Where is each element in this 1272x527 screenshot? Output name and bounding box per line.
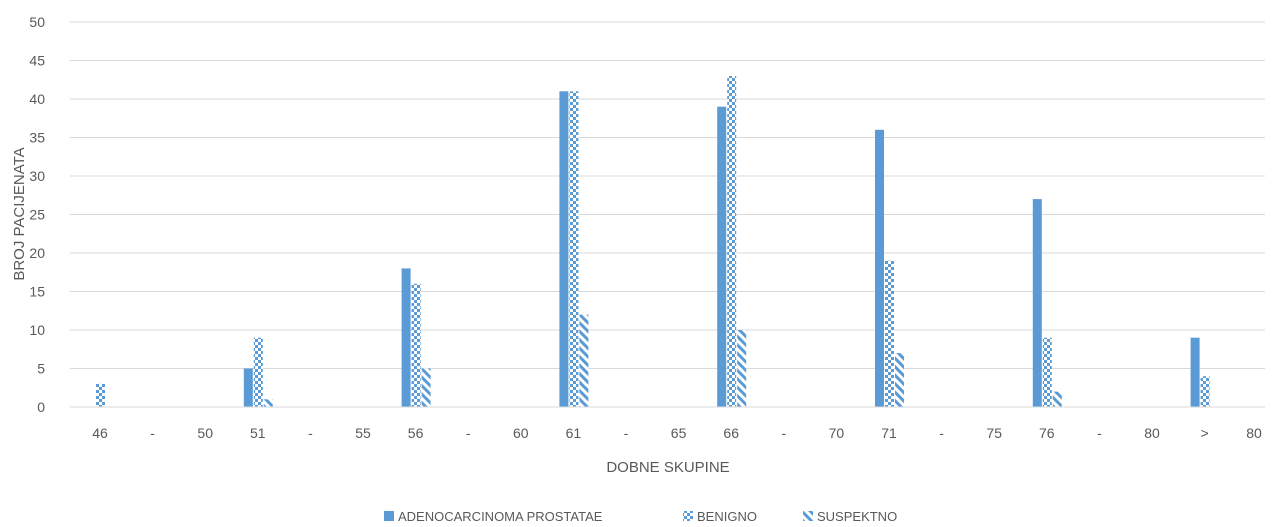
y-tick-label: 0 <box>37 399 45 415</box>
y-tick-label: 35 <box>29 130 45 146</box>
x-tick-label: - <box>308 425 313 441</box>
bar <box>96 383 105 407</box>
bar-group <box>717 75 747 408</box>
bar <box>243 368 253 407</box>
bar <box>727 75 737 408</box>
y-tick-label: 40 <box>29 91 45 107</box>
y-tick-label: 45 <box>29 53 45 69</box>
y-tick-label: 25 <box>29 207 45 223</box>
x-tick-label: 80 <box>1246 425 1262 441</box>
legend-label: BENIGNO <box>697 509 757 524</box>
x-tick-label: 46 <box>92 425 108 441</box>
bar <box>885 260 894 407</box>
legend-label: ADENOCARCINOMA PROSTATAE <box>398 509 603 524</box>
bar-group <box>559 91 589 408</box>
bar <box>421 368 431 407</box>
bar <box>737 330 747 407</box>
legend: ADENOCARCINOMA PROSTATAE BENIGNO SUSPEKTNO <box>384 509 897 524</box>
x-tick-label: - <box>1097 425 1102 441</box>
x-tick-label: 60 <box>513 425 529 441</box>
bar-group <box>243 337 273 407</box>
bar <box>1042 337 1052 407</box>
bar <box>875 129 884 408</box>
bar <box>559 91 569 408</box>
x-tick-label: 55 <box>355 425 371 441</box>
bar-group <box>96 383 105 407</box>
x-tick-label: 56 <box>408 425 424 441</box>
legend-item: BENIGNO <box>683 509 757 524</box>
legend-item: SUSPEKTNO <box>803 509 897 524</box>
bar-group <box>1190 337 1210 407</box>
bars <box>96 75 1210 408</box>
y-tick-label: 10 <box>29 322 45 338</box>
legend-item: ADENOCARCINOMA PROSTATAE <box>384 509 603 524</box>
x-tick-label: - <box>939 425 944 441</box>
x-tick-label: - <box>781 425 786 441</box>
x-axis-ticks: 46 - 50 51 - 55 56 - 60 61 - 65 66 - 70 71 - 75 76 - 80 >80 <box>92 425 1262 441</box>
y-tick-label: 30 <box>29 168 45 184</box>
bar <box>1052 391 1062 407</box>
x-axis-title: DOBNE SKUPINE <box>606 459 729 476</box>
legend-swatch <box>803 511 813 521</box>
bar-group <box>875 129 904 408</box>
x-tick-label: 66 <box>723 425 739 441</box>
x-tick-label: 75 <box>986 425 1002 441</box>
bar <box>1032 199 1042 407</box>
bar <box>1190 337 1200 407</box>
x-tick-label: 51 <box>250 425 266 441</box>
y-tick-label: 50 <box>29 14 45 30</box>
bar-group <box>401 268 431 407</box>
gridlines <box>70 21 1265 369</box>
x-tick-label: > <box>1201 425 1209 441</box>
y-tick-label: 5 <box>37 361 45 377</box>
y-axis-ticks: 0 5 10 15 20 25 30 35 40 45 50 <box>29 14 45 415</box>
x-tick-label: - <box>466 425 471 441</box>
bar-group <box>1032 199 1062 407</box>
x-tick-label: 65 <box>671 425 687 441</box>
bar <box>263 399 273 407</box>
bar <box>579 314 589 407</box>
y-axis-title: BROJ PACIJENATA <box>11 147 28 280</box>
x-tick-label: - <box>624 425 629 441</box>
bar <box>401 268 411 407</box>
x-tick-label: 50 <box>197 425 213 441</box>
bar <box>253 337 263 407</box>
bar <box>569 91 579 408</box>
y-tick-label: 20 <box>29 245 45 261</box>
legend-swatch <box>683 511 693 521</box>
x-tick-label: 80 <box>1144 425 1160 441</box>
x-tick-label: 70 <box>829 425 845 441</box>
y-tick-label: 15 <box>29 284 45 300</box>
x-tick-label: - <box>150 425 155 441</box>
legend-swatch <box>384 511 394 521</box>
x-tick-label: 71 <box>881 425 897 441</box>
bar <box>895 353 904 407</box>
bar <box>1200 376 1210 407</box>
bar <box>717 106 727 407</box>
x-tick-label: 76 <box>1039 425 1055 441</box>
x-tick-label: 61 <box>566 425 582 441</box>
legend-label: SUSPEKTNO <box>817 509 897 524</box>
bar <box>411 283 421 407</box>
